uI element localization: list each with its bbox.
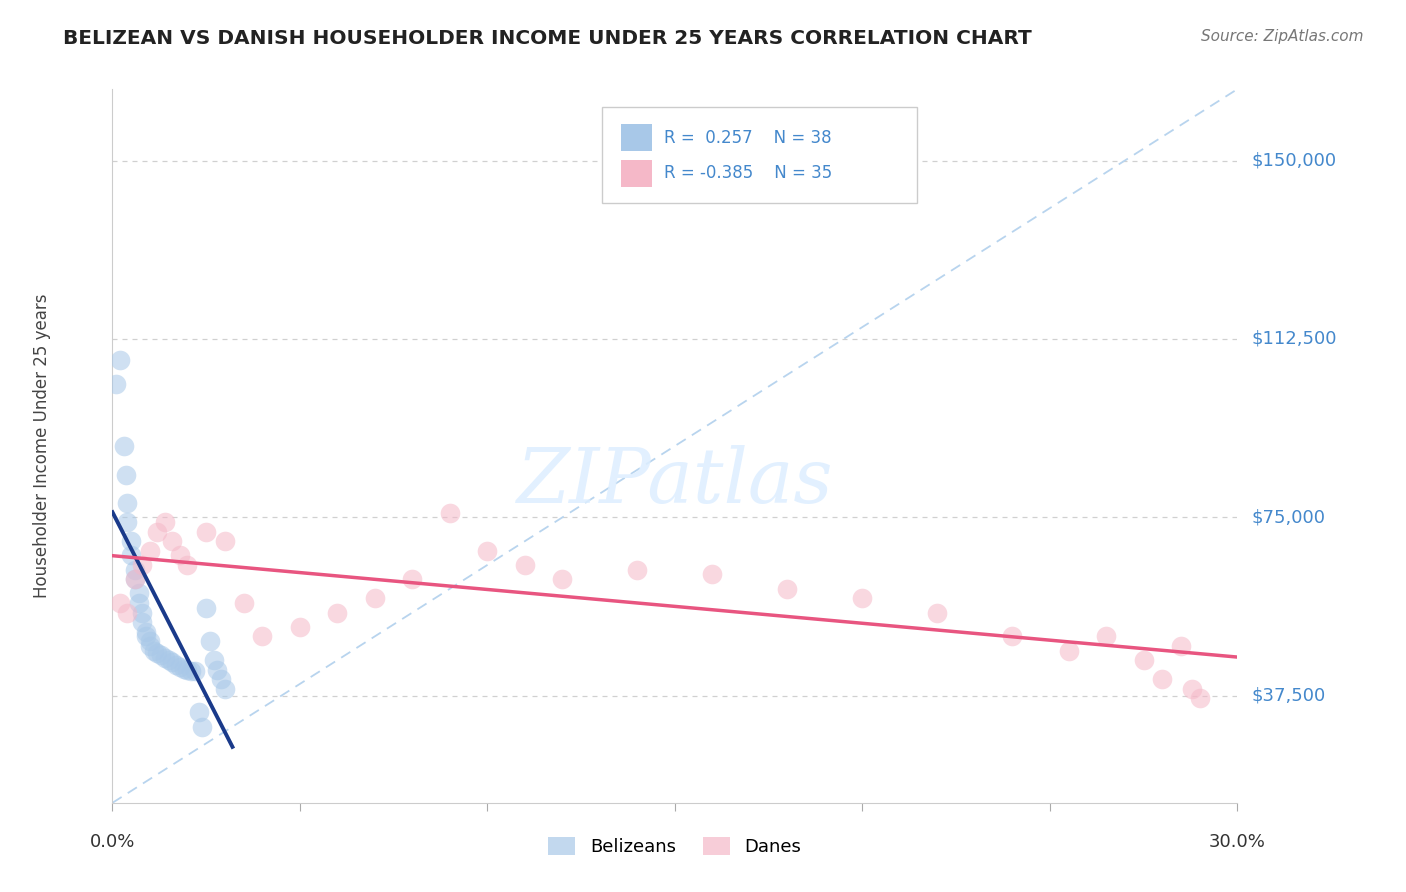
Text: Householder Income Under 25 years: Householder Income Under 25 years bbox=[32, 293, 51, 599]
Point bbox=[198, 634, 221, 648]
Point bbox=[191, 720, 214, 734]
Point bbox=[187, 706, 209, 720]
Text: $37,500: $37,500 bbox=[1251, 687, 1326, 705]
Point bbox=[146, 524, 169, 539]
Point bbox=[209, 672, 232, 686]
Point bbox=[131, 558, 153, 572]
Point bbox=[551, 572, 574, 586]
Point bbox=[1057, 643, 1080, 657]
Point bbox=[131, 615, 153, 629]
Point bbox=[139, 639, 162, 653]
Point bbox=[214, 534, 236, 549]
Point bbox=[124, 572, 146, 586]
Point bbox=[702, 567, 724, 582]
Point bbox=[139, 543, 162, 558]
Point bbox=[169, 660, 191, 674]
Point bbox=[288, 620, 311, 634]
Point bbox=[124, 563, 146, 577]
Point bbox=[176, 558, 198, 572]
Legend: Belizeans, Danes: Belizeans, Danes bbox=[540, 828, 810, 865]
Point bbox=[326, 606, 349, 620]
Point bbox=[124, 572, 146, 586]
Text: BELIZEAN VS DANISH HOUSEHOLDER INCOME UNDER 25 YEARS CORRELATION CHART: BELIZEAN VS DANISH HOUSEHOLDER INCOME UN… bbox=[63, 29, 1032, 47]
Point bbox=[150, 648, 173, 663]
Point bbox=[1188, 691, 1211, 706]
Point bbox=[401, 572, 423, 586]
Point bbox=[202, 653, 225, 667]
Point bbox=[176, 663, 198, 677]
Point bbox=[364, 591, 387, 606]
Point bbox=[112, 439, 135, 453]
Point bbox=[157, 653, 180, 667]
Point bbox=[776, 582, 799, 596]
Point bbox=[153, 515, 176, 529]
Point bbox=[128, 586, 150, 600]
Point bbox=[117, 496, 139, 510]
Point bbox=[139, 634, 162, 648]
Point bbox=[117, 606, 139, 620]
Point bbox=[169, 549, 191, 563]
Point bbox=[120, 534, 142, 549]
Point bbox=[146, 646, 169, 660]
Point bbox=[153, 650, 176, 665]
Point bbox=[477, 543, 499, 558]
Text: R =  0.257    N = 38: R = 0.257 N = 38 bbox=[664, 128, 831, 146]
Text: $112,500: $112,500 bbox=[1251, 330, 1337, 348]
Point bbox=[927, 606, 949, 620]
Text: $150,000: $150,000 bbox=[1251, 152, 1336, 169]
Bar bbox=[621, 160, 652, 187]
Text: R = -0.385    N = 35: R = -0.385 N = 35 bbox=[664, 164, 832, 182]
Point bbox=[626, 563, 648, 577]
Point bbox=[108, 596, 131, 610]
Point bbox=[184, 665, 207, 679]
Point bbox=[117, 515, 139, 529]
Point bbox=[1095, 629, 1118, 643]
Point bbox=[439, 506, 461, 520]
Point bbox=[173, 662, 195, 676]
Point bbox=[195, 524, 218, 539]
Point bbox=[105, 377, 128, 392]
Point bbox=[162, 534, 184, 549]
Point bbox=[214, 681, 236, 696]
Bar bbox=[621, 124, 652, 152]
Point bbox=[120, 549, 142, 563]
Point bbox=[851, 591, 873, 606]
Point bbox=[1170, 639, 1192, 653]
Point bbox=[128, 596, 150, 610]
Point bbox=[135, 624, 157, 639]
Point bbox=[114, 467, 136, 482]
Point bbox=[108, 353, 131, 368]
Point bbox=[142, 643, 165, 657]
Text: Source: ZipAtlas.com: Source: ZipAtlas.com bbox=[1201, 29, 1364, 44]
Point bbox=[207, 663, 229, 677]
Point bbox=[131, 606, 153, 620]
Point bbox=[232, 596, 254, 610]
Text: 30.0%: 30.0% bbox=[1209, 833, 1265, 851]
Point bbox=[162, 656, 184, 670]
Text: $75,000: $75,000 bbox=[1251, 508, 1326, 526]
Point bbox=[513, 558, 536, 572]
FancyBboxPatch shape bbox=[602, 107, 917, 203]
Point bbox=[1181, 681, 1204, 696]
Point bbox=[165, 657, 187, 672]
Point bbox=[195, 600, 218, 615]
Point bbox=[135, 629, 157, 643]
Text: ZIPatlas: ZIPatlas bbox=[516, 445, 834, 518]
Point bbox=[252, 629, 274, 643]
Point bbox=[1152, 672, 1174, 686]
Point bbox=[1132, 653, 1154, 667]
Point bbox=[1001, 629, 1024, 643]
Text: 0.0%: 0.0% bbox=[90, 833, 135, 851]
Point bbox=[180, 664, 202, 678]
